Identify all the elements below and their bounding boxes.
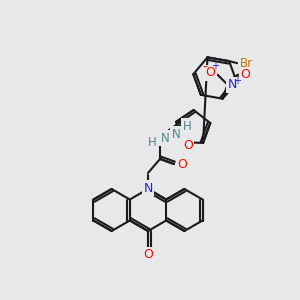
Text: N: N — [143, 182, 153, 194]
Text: +: + — [233, 76, 242, 86]
Text: -: - — [202, 61, 207, 75]
Text: N: N — [172, 128, 180, 140]
Text: Br: Br — [240, 57, 253, 70]
Text: O: O — [206, 66, 215, 79]
Text: H: H — [148, 136, 156, 149]
Text: O: O — [183, 139, 193, 152]
Text: H: H — [183, 119, 191, 133]
Text: +: + — [212, 61, 220, 71]
Text: N: N — [228, 78, 237, 91]
Text: N: N — [160, 131, 169, 145]
Text: O: O — [241, 68, 250, 81]
Text: O: O — [143, 248, 153, 262]
Text: O: O — [177, 158, 187, 170]
